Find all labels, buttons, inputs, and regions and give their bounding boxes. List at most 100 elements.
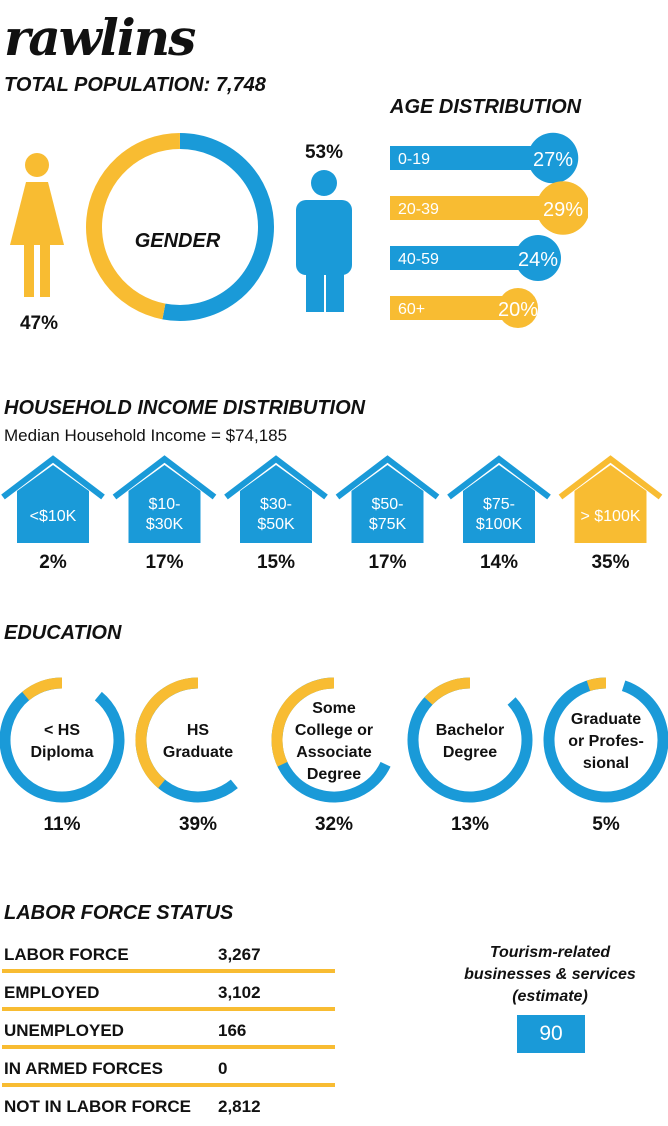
gender-slice-female <box>86 133 181 320</box>
house-roof <box>447 455 551 500</box>
gender-slice-male <box>162 133 274 321</box>
education-label: HS Graduate <box>163 722 233 761</box>
house-roof <box>1 455 105 500</box>
total-population: TOTAL POPULATION: 7,748 <box>4 74 266 96</box>
age-label: 40-59 <box>398 251 439 268</box>
age-pct: 20% <box>498 299 538 321</box>
age-bubble <box>515 235 561 281</box>
income-house: $50-$75K 17% <box>335 455 440 573</box>
education-chart: < HS Diploma 11% HS Graduate 39% Some College o… <box>0 677 668 835</box>
age-pct: 24% <box>518 249 558 271</box>
income-pct: 15% <box>257 552 295 573</box>
house-roof <box>224 455 328 500</box>
age-bar <box>390 146 555 170</box>
labor-row-label: UNEMPLOYED <box>4 1021 124 1040</box>
education-pct: 11% <box>44 814 81 835</box>
house-roof <box>112 455 217 500</box>
income-label: $10-$30K <box>146 496 184 533</box>
median-income: Median Household Income = $74,185 <box>4 426 288 445</box>
ring-share <box>135 677 199 789</box>
labor-row-value: 3,267 <box>218 945 261 964</box>
female-icon <box>10 153 64 297</box>
labor-row-value: 166 <box>218 1021 247 1040</box>
house-roof <box>335 455 440 500</box>
house-body <box>463 465 535 543</box>
labor-divider <box>2 1083 335 1087</box>
labor-row-label: EMPLOYED <box>4 983 100 1002</box>
ring-share <box>586 677 607 692</box>
income-label: > $100K <box>580 508 640 525</box>
income-label: $30-$50K <box>257 496 295 533</box>
income-house: $10-$30K 17% <box>112 455 217 573</box>
education-label: Bachelor Degree <box>436 722 504 761</box>
income-pct: 35% <box>591 552 629 573</box>
tourism-value: 90 <box>517 1015 585 1053</box>
education-label: < HS Diploma <box>30 722 93 761</box>
education-ring: < HS Diploma 11% <box>0 677 125 835</box>
age-label: 60+ <box>398 301 425 318</box>
education-title: EDUCATION <box>4 622 122 644</box>
labor-row-label: IN ARMED FORCES <box>4 1059 163 1078</box>
ring-share <box>22 677 63 701</box>
income-label: <$10K <box>30 508 77 525</box>
labor-divider <box>2 969 335 973</box>
income-house: $30-$50K 15% <box>224 455 328 573</box>
gender-label: GENDER <box>134 230 221 252</box>
age-label: 20-39 <box>398 201 439 218</box>
age-title: AGE DISTRIBUTION <box>390 96 582 118</box>
education-pct: 32% <box>315 814 353 835</box>
education-ring: Graduate or Profes-sional 5% <box>543 677 668 835</box>
income-chart: <$10K 2% $10-$30K 17% $30-$50K 15% $50-$75K 17%… <box>1 455 663 573</box>
labor-row-value: 2,812 <box>218 1097 261 1116</box>
age-pct: 29% <box>543 199 583 221</box>
age-pct: 27% <box>533 149 573 171</box>
education-ring: Bachelor Degree 13% <box>407 677 533 835</box>
labor-title: LABOR FORCE STATUS <box>4 902 234 924</box>
labor-row-label: NOT IN LABOR FORCE <box>4 1097 191 1116</box>
income-pct: 2% <box>39 552 67 573</box>
female-pct: 47% <box>19 313 59 334</box>
education-pct: 13% <box>451 814 489 835</box>
labor-divider <box>2 1045 335 1049</box>
male-pct: 53% <box>304 142 344 163</box>
ring-rest <box>0 677 125 803</box>
house-body <box>574 465 647 543</box>
age-chart: 0-19 27% 20-39 29% 40-59 24% 60+ 20% <box>390 132 588 328</box>
labor-row-value: 3,102 <box>218 983 261 1002</box>
ring-share <box>271 677 335 767</box>
income-label: $50-$75K <box>369 496 407 533</box>
house-roof <box>558 455 663 500</box>
ring-share <box>424 677 471 705</box>
ring-rest <box>543 677 668 803</box>
gender-ring <box>86 133 274 321</box>
city-title: rawlins <box>4 8 196 67</box>
tourism-caption: Tourism-related businesses & services (e… <box>464 944 636 1005</box>
age-bubble <box>536 181 588 235</box>
house-body <box>17 465 89 543</box>
income-pct: 17% <box>368 552 406 573</box>
house-body <box>240 465 312 543</box>
education-pct: 39% <box>179 814 217 835</box>
education-ring: Some College or Associate Degree 32% <box>271 677 391 835</box>
income-title: HOUSEHOLD INCOME DISTRIBUTION <box>4 397 366 419</box>
education-label: Graduate or Profes-sional <box>568 711 644 772</box>
education-label: Some College or Associate Degree <box>295 700 373 783</box>
labor-row-label: LABOR FORCE <box>4 945 129 964</box>
age-bubble <box>498 288 538 328</box>
age-label: 0-19 <box>398 151 430 168</box>
ring-rest <box>407 677 533 803</box>
income-house: <$10K 2% <box>1 455 105 573</box>
age-bar <box>390 196 565 220</box>
income-label: $75-$100K <box>476 496 523 533</box>
income-house: $75-$100K 14% <box>447 455 551 573</box>
gender-chart <box>10 133 352 321</box>
income-pct: 17% <box>145 552 183 573</box>
income-pct: 14% <box>480 552 518 573</box>
labor-divider <box>2 1007 335 1011</box>
labor-row-value: 0 <box>218 1059 228 1078</box>
house-body <box>128 465 201 543</box>
house-body <box>351 465 424 543</box>
income-house: > $100K 35% <box>558 455 663 573</box>
male-icon <box>296 170 352 312</box>
education-pct: 5% <box>592 814 620 835</box>
